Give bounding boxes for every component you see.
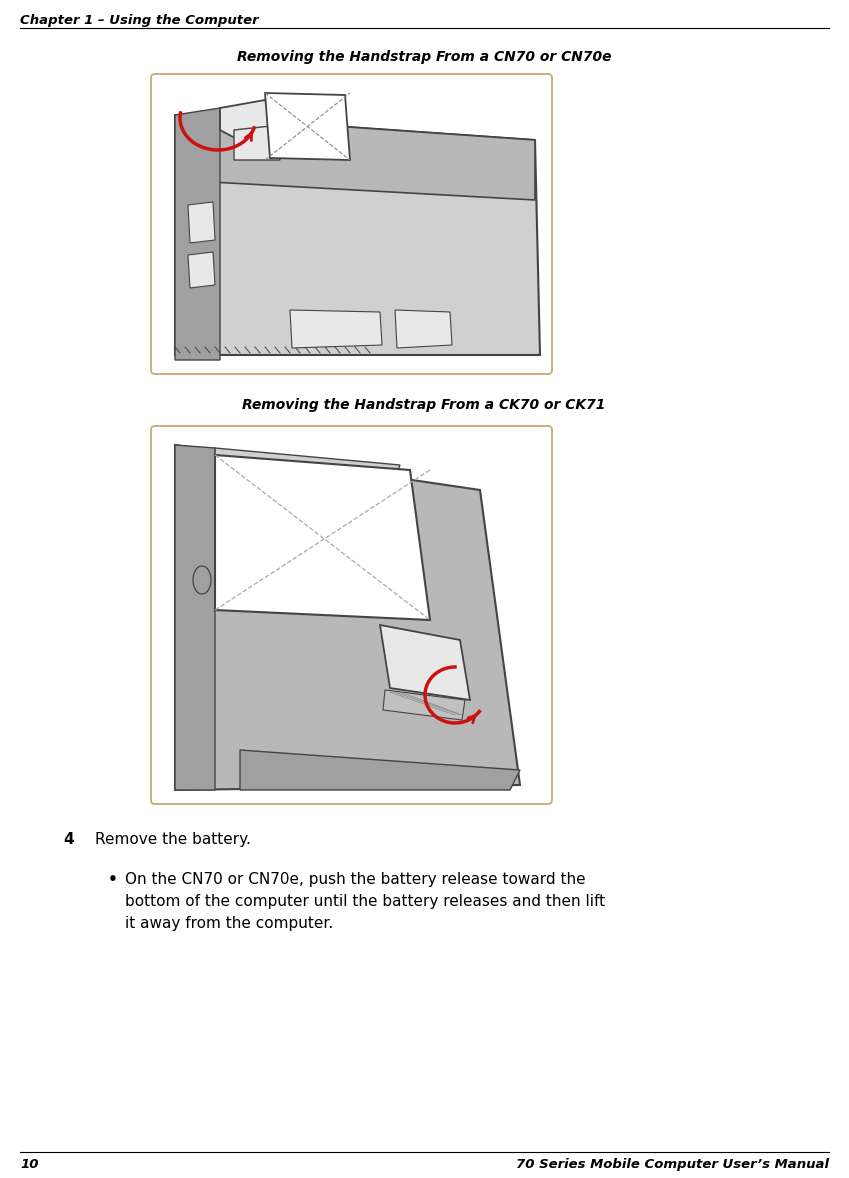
FancyBboxPatch shape xyxy=(151,426,552,805)
Polygon shape xyxy=(383,690,465,720)
Polygon shape xyxy=(234,125,280,160)
Polygon shape xyxy=(175,115,540,355)
FancyBboxPatch shape xyxy=(151,74,552,373)
Text: On the CN70 or CN70e, push the battery release toward the
bottom of the computer: On the CN70 or CN70e, push the battery r… xyxy=(125,872,605,932)
Polygon shape xyxy=(175,445,215,790)
Polygon shape xyxy=(265,93,350,160)
Polygon shape xyxy=(290,310,382,348)
Text: Removing the Handstrap From a CN70 or CN70e: Removing the Handstrap From a CN70 or CN… xyxy=(237,49,611,64)
Text: 4: 4 xyxy=(63,832,74,847)
Text: Chapter 1 – Using the Computer: Chapter 1 – Using the Computer xyxy=(20,14,259,27)
Polygon shape xyxy=(220,100,280,138)
Polygon shape xyxy=(175,108,220,360)
Polygon shape xyxy=(380,626,470,700)
Text: 10: 10 xyxy=(20,1158,38,1171)
Polygon shape xyxy=(188,252,215,287)
Text: •: • xyxy=(108,872,118,887)
Polygon shape xyxy=(215,448,400,519)
Text: Remove the battery.: Remove the battery. xyxy=(95,832,250,847)
Text: 70 Series Mobile Computer User’s Manual: 70 Series Mobile Computer User’s Manual xyxy=(516,1158,829,1171)
Polygon shape xyxy=(188,201,215,243)
Polygon shape xyxy=(175,445,520,790)
Polygon shape xyxy=(175,115,535,200)
Polygon shape xyxy=(240,750,520,790)
Polygon shape xyxy=(395,310,452,348)
Text: Removing the Handstrap From a CK70 or CK71: Removing the Handstrap From a CK70 or CK… xyxy=(242,398,605,412)
Polygon shape xyxy=(215,455,430,620)
